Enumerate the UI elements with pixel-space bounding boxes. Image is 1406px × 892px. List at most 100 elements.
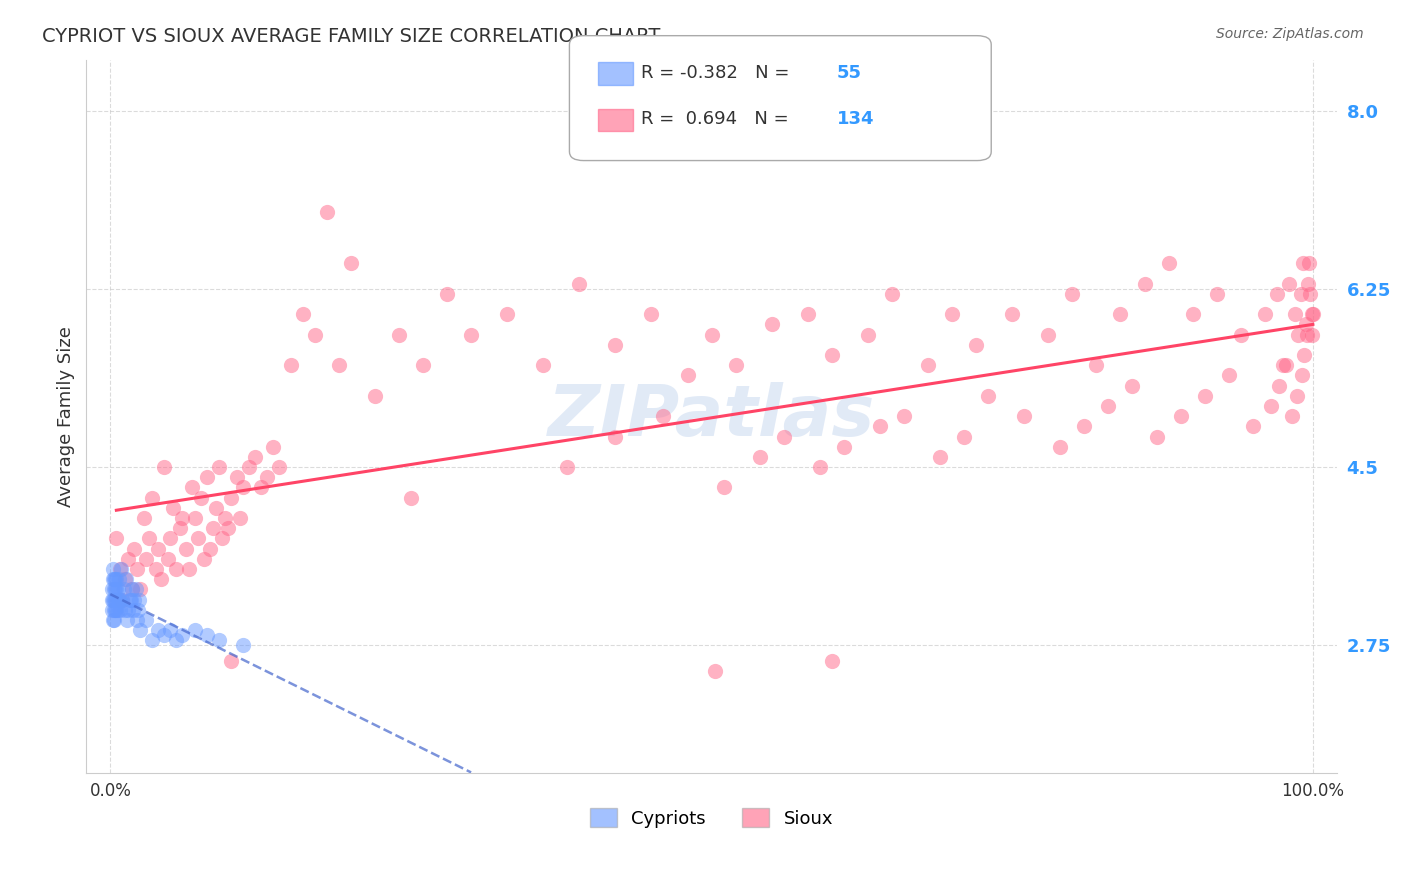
Sioux bbox=[183, 511, 205, 525]
Sioux bbox=[531, 358, 554, 372]
Sioux bbox=[1254, 307, 1277, 321]
Sioux bbox=[652, 409, 675, 424]
Cypriots bbox=[148, 623, 170, 637]
Cypriots bbox=[195, 628, 218, 642]
Sioux bbox=[761, 318, 783, 332]
Sioux bbox=[1260, 399, 1282, 413]
Sioux bbox=[713, 481, 735, 495]
Cypriots bbox=[129, 623, 152, 637]
Cypriots bbox=[115, 613, 138, 627]
Sioux bbox=[177, 562, 200, 576]
Sioux bbox=[195, 470, 218, 484]
Sioux bbox=[893, 409, 915, 424]
Sioux bbox=[808, 460, 831, 475]
Sioux bbox=[977, 389, 1000, 403]
Sioux bbox=[832, 440, 855, 454]
Sioux bbox=[138, 532, 160, 546]
Sioux bbox=[129, 582, 152, 597]
Sioux bbox=[748, 450, 770, 464]
Sioux bbox=[1292, 256, 1315, 270]
Sioux bbox=[181, 481, 204, 495]
Text: 55: 55 bbox=[837, 64, 862, 82]
Sioux bbox=[1073, 419, 1095, 434]
Cypriots bbox=[125, 613, 148, 627]
Sioux bbox=[162, 500, 184, 515]
Cypriots bbox=[107, 592, 129, 607]
Cypriots bbox=[110, 562, 132, 576]
Cypriots bbox=[172, 628, 194, 642]
Sioux bbox=[141, 491, 163, 505]
Sioux bbox=[568, 277, 591, 291]
Cypriots bbox=[121, 582, 143, 597]
Sioux bbox=[965, 338, 987, 352]
Sioux bbox=[315, 205, 337, 219]
Sioux bbox=[328, 358, 350, 372]
Sioux bbox=[238, 460, 260, 475]
Sioux bbox=[676, 368, 699, 383]
Text: 134: 134 bbox=[837, 110, 875, 128]
Cypriots bbox=[105, 592, 128, 607]
Sioux bbox=[1286, 327, 1309, 342]
Sioux bbox=[205, 500, 228, 515]
Sioux bbox=[114, 572, 136, 586]
Sioux bbox=[256, 470, 278, 484]
Sioux bbox=[772, 429, 794, 443]
Cypriots bbox=[108, 603, 131, 617]
Sioux bbox=[640, 307, 662, 321]
Sioux bbox=[953, 429, 976, 443]
Sioux bbox=[1097, 399, 1119, 413]
Sioux bbox=[1268, 378, 1291, 392]
Cypriots bbox=[153, 628, 176, 642]
Sioux bbox=[1012, 409, 1035, 424]
Sioux bbox=[229, 511, 252, 525]
Sioux bbox=[1265, 287, 1288, 301]
Sioux bbox=[267, 460, 290, 475]
Cypriots bbox=[141, 633, 163, 648]
Cypriots bbox=[183, 623, 205, 637]
Sioux bbox=[201, 521, 224, 535]
Sioux bbox=[388, 327, 411, 342]
Cypriots bbox=[111, 592, 134, 607]
Sioux bbox=[700, 327, 723, 342]
Sioux bbox=[135, 551, 157, 566]
Cypriots bbox=[107, 582, 129, 597]
Cypriots bbox=[101, 562, 124, 576]
Cypriots bbox=[104, 572, 127, 586]
Text: R = -0.382   N =: R = -0.382 N = bbox=[641, 64, 796, 82]
Cypriots bbox=[100, 603, 122, 617]
Sioux bbox=[605, 429, 627, 443]
Sioux bbox=[166, 562, 188, 576]
Cypriots bbox=[100, 592, 122, 607]
Cypriots bbox=[127, 603, 149, 617]
Sioux bbox=[605, 338, 627, 352]
Cypriots bbox=[103, 572, 125, 586]
Cypriots bbox=[103, 582, 125, 597]
Sioux bbox=[1062, 287, 1084, 301]
Sioux bbox=[880, 287, 903, 301]
Sioux bbox=[1001, 307, 1024, 321]
Sioux bbox=[174, 541, 197, 556]
Sioux bbox=[219, 491, 242, 505]
Cypriots bbox=[207, 633, 229, 648]
Sioux bbox=[1301, 327, 1323, 342]
Cypriots bbox=[120, 592, 142, 607]
Sioux bbox=[225, 470, 247, 484]
Sioux bbox=[1146, 429, 1168, 443]
Cypriots bbox=[107, 603, 129, 617]
Sioux bbox=[1289, 287, 1312, 301]
Sioux bbox=[724, 358, 747, 372]
Sioux bbox=[232, 481, 254, 495]
Sioux bbox=[1241, 419, 1264, 434]
Cypriots bbox=[100, 582, 122, 597]
Sioux bbox=[929, 450, 952, 464]
Cypriots bbox=[104, 582, 127, 597]
Sioux bbox=[132, 511, 155, 525]
Sioux bbox=[1229, 327, 1251, 342]
Sioux bbox=[169, 521, 191, 535]
Sioux bbox=[149, 572, 172, 586]
Cypriots bbox=[103, 603, 125, 617]
Y-axis label: Average Family Size: Average Family Size bbox=[58, 326, 75, 507]
Cypriots bbox=[104, 592, 127, 607]
Sioux bbox=[198, 541, 221, 556]
Sioux bbox=[1194, 389, 1216, 403]
